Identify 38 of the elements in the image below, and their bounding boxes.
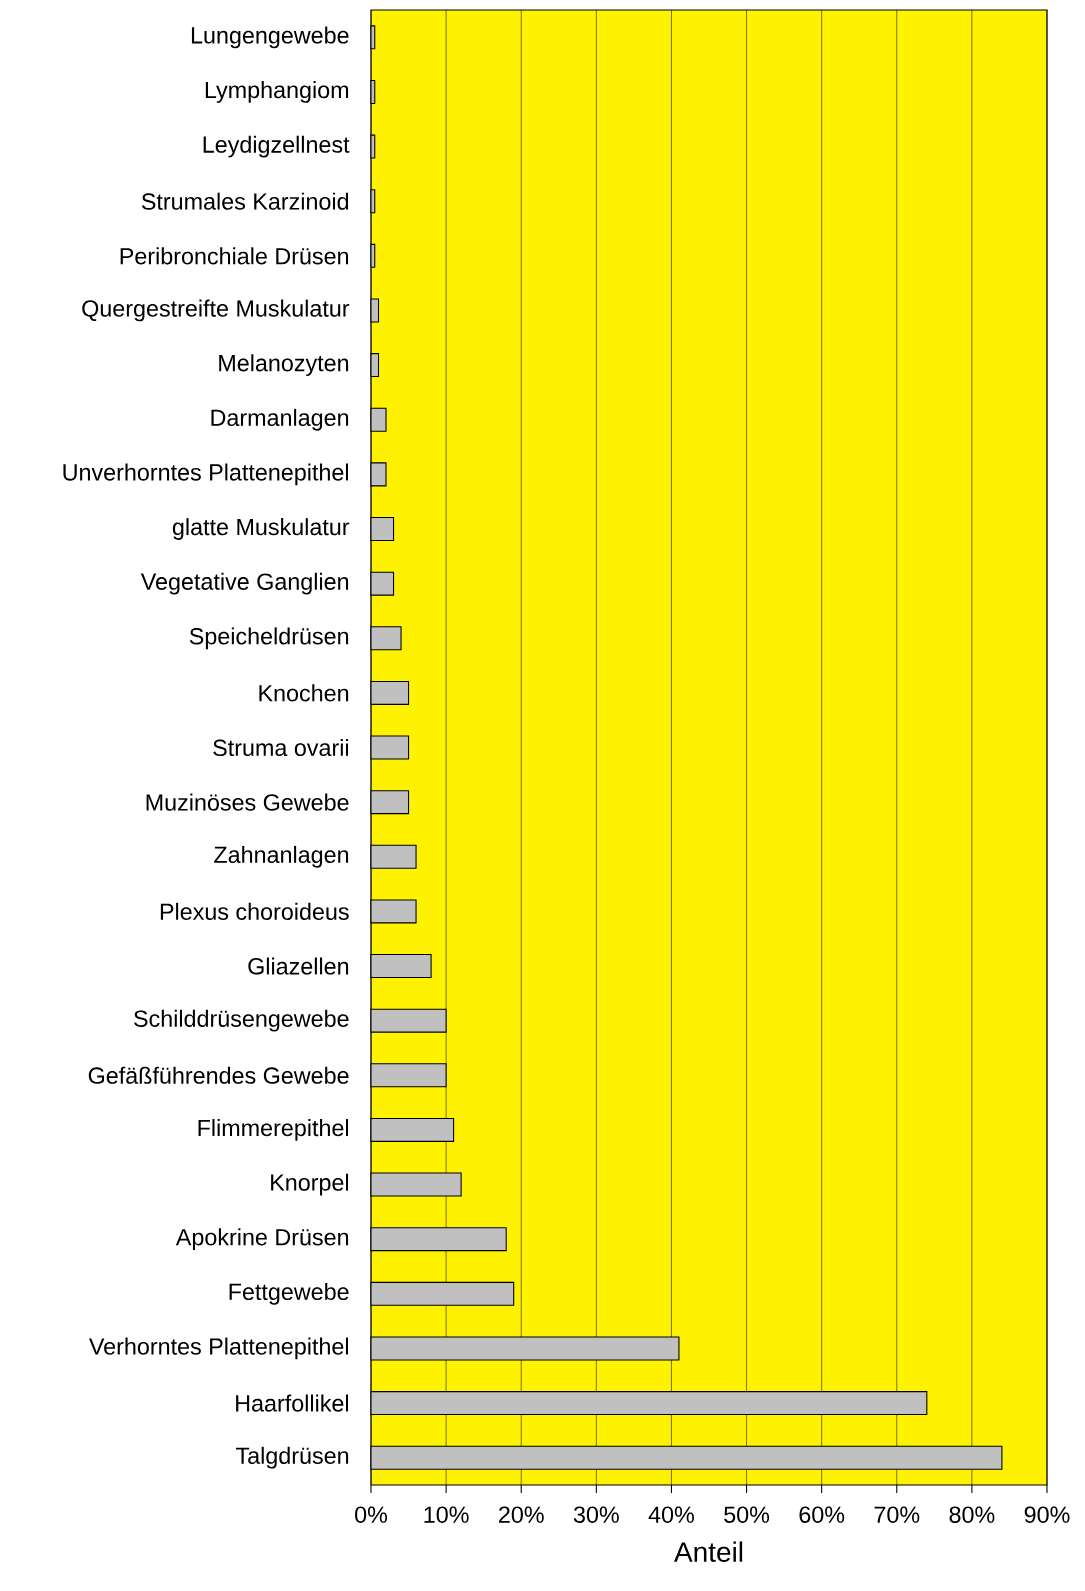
y-tick-label: Quergestreifte Muskulatur xyxy=(82,299,350,322)
y-tick-label: Schilddrüsengewebe xyxy=(134,1009,349,1032)
y-tick-label: Gliazellen xyxy=(248,957,349,975)
y-tick-label: Verhorntes Plattenepithel xyxy=(88,1337,348,1360)
x-tick-label: 0% xyxy=(355,1506,388,1523)
x-tick-label: 50% xyxy=(724,1506,770,1523)
y-tick-label: Zahnanlagen xyxy=(214,845,349,868)
y-tick-label: Haarfollikel xyxy=(236,1394,349,1412)
y-tick-label: Knorpel xyxy=(271,1173,349,1196)
y-tick-label: glatte Muskulatur xyxy=(172,518,350,540)
y-tick-label: Plexus choroideus xyxy=(160,902,349,920)
y-tick-label: Gefäßführendes Gewebe xyxy=(88,1066,349,1084)
y-tick-label: Flimmerepithel xyxy=(198,1119,349,1141)
x-tick-label: 10% xyxy=(424,1506,469,1523)
y-tick-label: Melanozyten xyxy=(219,354,349,376)
x-tick-label: 60% xyxy=(799,1506,845,1523)
y-tick-label: Speicheldrüsen xyxy=(189,627,349,650)
y-tick-label: Lymphangiom xyxy=(205,81,349,103)
y-tick-label: Muzinöses Gewebe xyxy=(146,793,349,811)
x-tick-label: 80% xyxy=(949,1506,995,1523)
y-tick-label: Apokrine Drüsen xyxy=(175,1228,349,1251)
y-tick-label: Vegetative Ganglien xyxy=(140,572,349,595)
y-tick-label: Knochen xyxy=(259,684,349,702)
y-tick-label: Unverhorntes Plattenepithel xyxy=(63,463,348,486)
x-tick-label: 70% xyxy=(874,1506,920,1523)
y-tick-label: Struma ovarii xyxy=(213,738,349,757)
x-tick-label: 30% xyxy=(573,1506,619,1523)
y-tick-label: Talgdrüsen xyxy=(236,1446,349,1469)
y-tick-label: Strumales Karzinoid xyxy=(141,192,349,210)
y-tick-label: Leydigzellnest xyxy=(203,135,350,158)
x-tick-label: 20% xyxy=(499,1506,544,1523)
y-tick-label: Peribronchiale Drüsen xyxy=(120,247,349,265)
x-axis-title: Anteil xyxy=(674,1541,743,1562)
y-tick-label: Darmanlagen xyxy=(211,408,349,431)
y-tick-label: Fettgewebe xyxy=(229,1282,349,1305)
x-tick-label: 40% xyxy=(648,1506,694,1523)
y-tick-label: Lungengewebe xyxy=(191,26,349,49)
x-tick-label: 90% xyxy=(1024,1506,1070,1523)
